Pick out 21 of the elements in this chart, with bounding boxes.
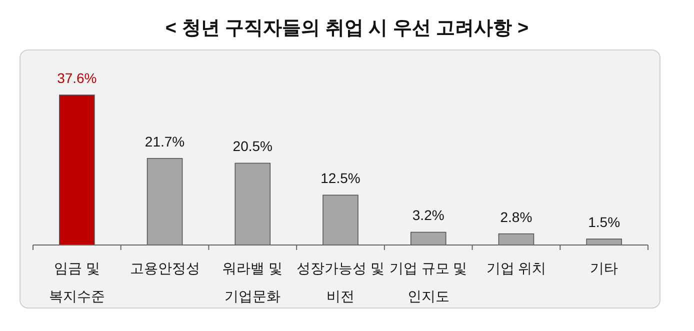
bar — [59, 94, 95, 246]
x-tick-label: 워라밸 및 기업문화 — [222, 260, 283, 304]
x-tick-label: 기업 규모 및 인지도 — [389, 260, 468, 304]
x-tick-label: 고용안정성 — [130, 260, 200, 276]
data-label: 21.7% — [144, 133, 185, 150]
bar — [234, 162, 271, 246]
x-tick-label: 기타 — [590, 260, 618, 276]
data-label: 3.2% — [412, 207, 444, 224]
data-label: 2.8% — [500, 208, 532, 225]
x-tick-label: 임금 및 복지수준 — [48, 260, 105, 304]
data-label: 20.5% — [232, 138, 272, 154]
chart-title: < 청년 구직자들의 취업 시 우선 고려사항 > — [165, 18, 529, 39]
bar — [146, 158, 183, 246]
x-tick-label: 기업 위치 — [486, 260, 546, 276]
bar — [498, 233, 534, 246]
bar — [410, 232, 446, 246]
data-label: 1.5% — [588, 214, 620, 230]
data-label: 12.5% — [320, 170, 360, 186]
x-tick-label: 성장가능성 및 비전 — [296, 260, 384, 304]
bar — [322, 194, 358, 246]
data-label: 37.6% — [57, 70, 97, 86]
